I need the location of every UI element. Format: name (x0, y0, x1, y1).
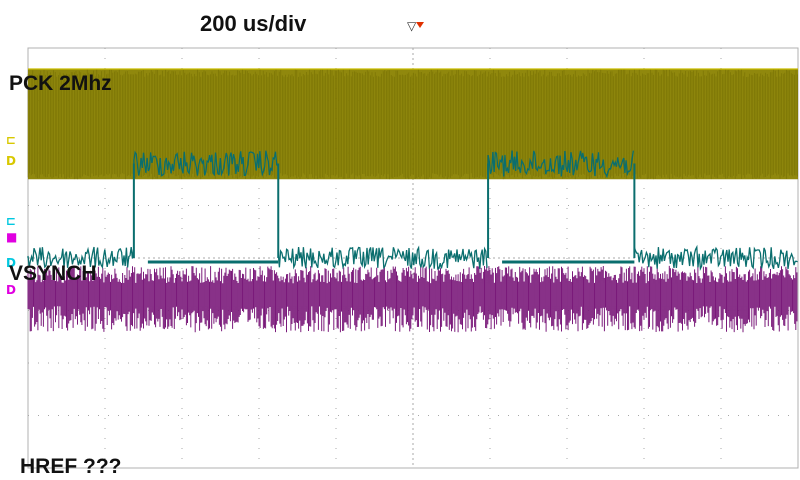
trigger-icon: ▽ (407, 19, 417, 33)
channel-marker-icon: D (6, 282, 16, 297)
channel-marker-icon: ■ (6, 230, 18, 244)
href-label: HREF ??? (20, 455, 122, 478)
trigger-marker: ▽ (407, 19, 424, 33)
channel-marker-icon: D (6, 256, 16, 271)
channel-marker-icon: D (6, 153, 16, 168)
pck-edges (27, 69, 798, 180)
trigger-arrow-icon (416, 22, 424, 28)
href-noise (27, 265, 798, 333)
vsynch-low-segment (27, 246, 135, 270)
href-trace (27, 265, 798, 333)
pck-label: PCK 2Mhz (9, 72, 112, 95)
timebase-label: 200 us/div (200, 11, 307, 36)
vsynch-label: VSYNCH (9, 262, 97, 285)
pck-trace (27, 68, 798, 180)
vsynch-trace (27, 150, 798, 271)
vsynch-high-segment (487, 150, 634, 179)
channel-marker-icon: ⊏ (6, 132, 17, 147)
vsynch-high-segment (133, 150, 279, 177)
channel-marker-icon: ⊏ (6, 214, 17, 229)
vsynch-low-segment (633, 244, 798, 271)
vsynch-low-segment (277, 245, 488, 270)
